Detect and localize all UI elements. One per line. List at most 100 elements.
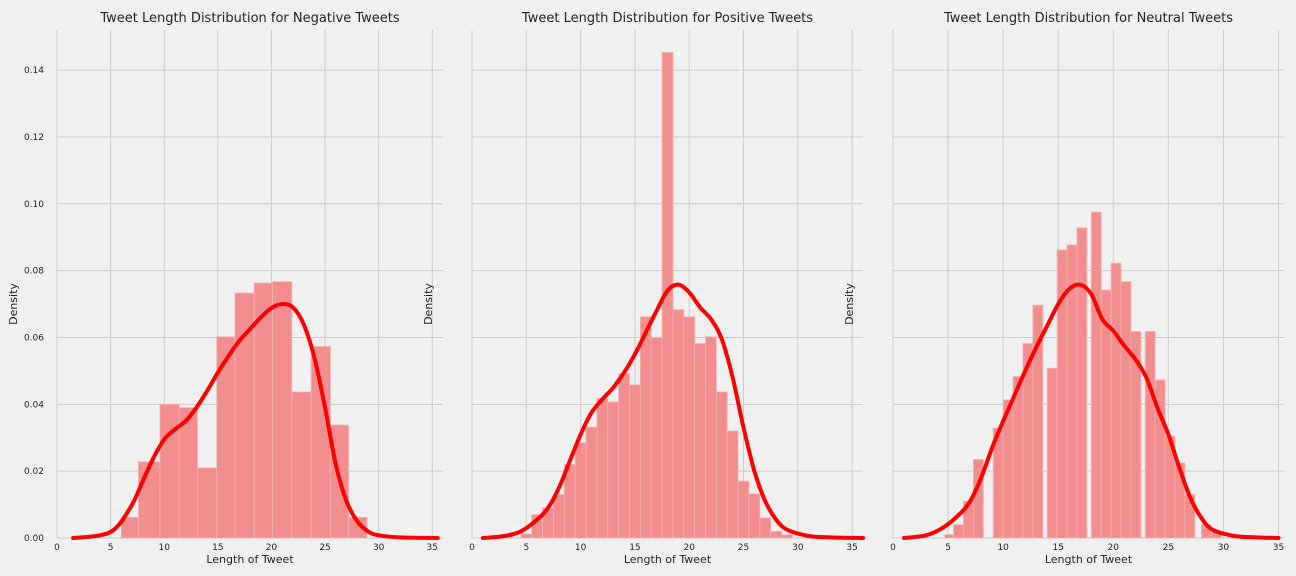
kde-curve-group	[480, 282, 865, 540]
y-axis-label: Density	[843, 283, 856, 325]
histogram-bar	[759, 517, 772, 539]
histogram-bars	[120, 281, 368, 539]
x-tick-label: 5	[945, 543, 951, 553]
histogram-bar	[1110, 262, 1122, 539]
tick-labels: 0 5 10 15 20 25 30 35	[469, 543, 858, 553]
y-axis-label: Density	[7, 283, 20, 325]
chart-title: Tweet Length Distribution for Positive T…	[521, 11, 813, 26]
histogram-bar	[737, 480, 750, 539]
histogram-bar	[520, 533, 533, 539]
x-tick-label: 25	[319, 543, 330, 553]
x-axis-label: Length of Tweet	[206, 553, 294, 566]
y-tick-label: 0.02	[24, 467, 44, 477]
histogram-bar	[1032, 304, 1044, 539]
x-tick-label: 15	[1052, 543, 1063, 553]
grid	[892, 30, 1284, 539]
histogram-bars	[520, 51, 793, 539]
subplot-positive: 0 5 10 15 20 25 30 35 Tweet Length Distribution…	[422, 11, 865, 566]
histogram-bar	[629, 384, 641, 539]
y-tick-label: 0.14	[24, 66, 44, 76]
x-tick-label: 0	[890, 543, 896, 553]
histogram-bar	[585, 426, 598, 539]
histogram-bar	[178, 407, 198, 539]
histogram-bar	[1090, 211, 1102, 539]
histogram-bar	[310, 346, 331, 539]
x-tick-label: 10	[575, 543, 587, 553]
histogram-bar	[348, 516, 368, 539]
histogram-bar	[1012, 376, 1024, 539]
histogram-bar	[607, 401, 620, 539]
histogram-bar	[1144, 331, 1156, 539]
histogram-bar	[197, 467, 218, 539]
histogram-bar	[672, 309, 685, 539]
histogram-bar	[596, 397, 609, 539]
tick-labels: 0 5 10 15 20 25 30 35 0.00 0.02 0.04 0.06 0.08 0.10 0.…	[24, 66, 438, 553]
kde-curve-group	[902, 282, 1281, 540]
histogram-bar	[683, 316, 696, 539]
plot-area	[893, 30, 1284, 538]
histogram-bar	[1046, 367, 1058, 539]
x-tick-label: 30	[373, 543, 385, 553]
histogram-bar	[748, 493, 761, 539]
histogram-bar	[618, 373, 630, 539]
histogram-bar	[1120, 281, 1132, 539]
tick-labels: 0 5 10 15 20 25 30 35	[890, 543, 1284, 553]
x-tick-label: 25	[738, 543, 749, 553]
x-tick-label: 20	[266, 543, 278, 553]
histogram-bar	[650, 337, 663, 539]
histogram-bar	[770, 530, 782, 539]
x-tick-label: 15	[212, 543, 223, 553]
chart-title: Tweet Length Distribution for Negative T…	[99, 11, 400, 26]
histogram-bar	[291, 391, 312, 539]
x-tick-label: 30	[1218, 543, 1230, 553]
x-tick-label: 35	[846, 543, 857, 553]
x-tick-label: 10	[158, 543, 170, 553]
histogram-bars	[944, 211, 1222, 539]
x-tick-label: 35	[427, 543, 438, 553]
chart-title: Tweet Length Distribution for Neutral Tw…	[943, 11, 1233, 26]
x-axis-label: Length of Tweet	[624, 553, 712, 566]
kde-curve	[902, 282, 1281, 540]
histogram-bar	[138, 461, 161, 539]
y-tick-label: 0.08	[24, 267, 44, 277]
x-tick-label: 35	[1273, 543, 1284, 553]
x-tick-label: 5	[523, 543, 529, 553]
kde-curve-group	[71, 302, 440, 540]
histogram-bar	[661, 51, 674, 539]
y-tick-label: 0.06	[24, 333, 44, 343]
histogram-bar	[159, 403, 180, 539]
x-tick-label: 25	[1163, 543, 1174, 553]
x-tick-label: 20	[683, 543, 695, 553]
histogram-bar	[639, 316, 652, 539]
y-tick-label: 0.12	[24, 133, 44, 143]
x-tick-label: 15	[629, 543, 640, 553]
y-tick-label: 0.10	[24, 200, 44, 210]
x-tick-label: 0	[469, 543, 475, 553]
histogram-bar	[944, 534, 954, 539]
histogram-bar	[1076, 227, 1088, 539]
histogram-bar	[574, 442, 587, 539]
y-tick-label: 0.00	[24, 534, 44, 544]
histogram-bar	[694, 343, 706, 539]
x-tick-label: 10	[997, 543, 1009, 553]
histogram-bar	[781, 534, 793, 539]
kde-curve	[71, 302, 440, 540]
histogram-bar	[553, 494, 565, 539]
x-tick-label: 5	[108, 543, 114, 553]
histogram-bar	[1130, 331, 1142, 539]
x-axis-label: Length of Tweet	[1045, 553, 1133, 566]
y-tick-label: 0.04	[24, 400, 44, 410]
histogram-bar	[726, 430, 739, 539]
x-tick-label: 20	[1108, 543, 1120, 553]
histogram-bar	[715, 391, 728, 539]
subplot-negative: 0 5 10 15 20 25 30 35 0.00 0.02 0.04 0.06 0.08 0.10 0.…	[7, 11, 443, 566]
y-axis-label: Density	[422, 283, 435, 325]
x-tick-label: 30	[792, 543, 804, 553]
histogram-bar	[953, 524, 964, 539]
histogram-bar	[705, 336, 717, 539]
x-tick-label: 0	[54, 543, 60, 553]
histogram-bar	[272, 281, 293, 539]
subplot-neutral: 0 5 10 15 20 25 30 35 Tweet Length Distribution…	[843, 11, 1284, 566]
kde-curve	[480, 282, 865, 540]
